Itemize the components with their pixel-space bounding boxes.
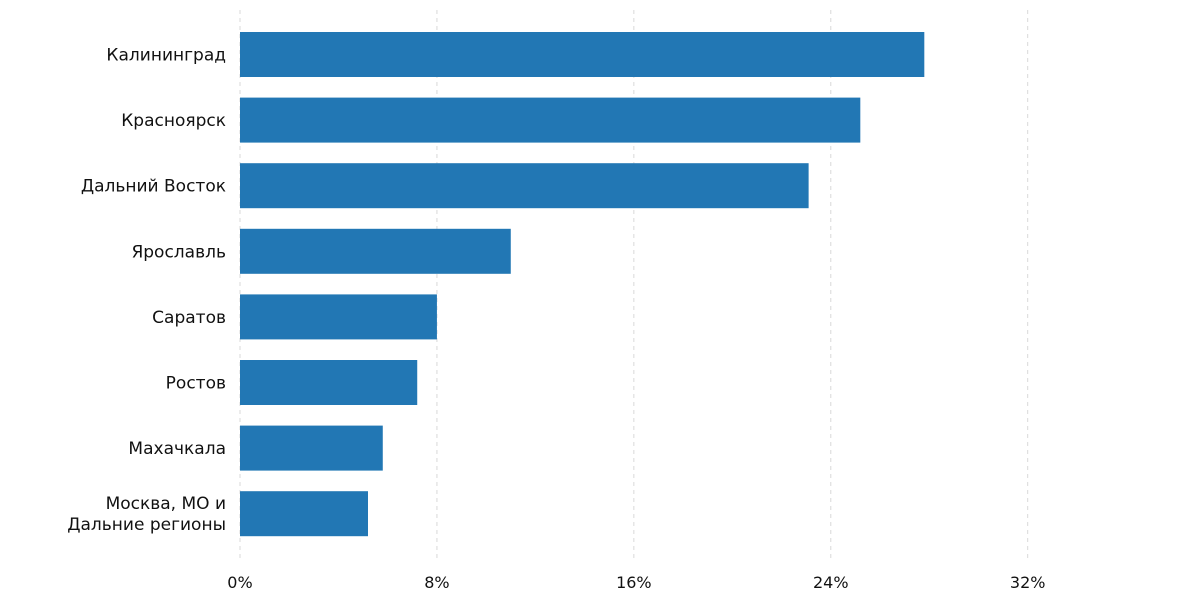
x-tick-label: 24% xyxy=(813,573,849,592)
bar xyxy=(240,360,418,405)
bar xyxy=(240,97,861,143)
grid-lines xyxy=(239,10,1029,558)
bars xyxy=(240,32,925,537)
bar xyxy=(240,425,383,471)
bar xyxy=(240,163,809,209)
bar xyxy=(240,228,511,274)
bar xyxy=(240,491,368,537)
category-label: Дальний Восток xyxy=(81,177,226,197)
x-tick-label: 32% xyxy=(1010,573,1046,592)
category-label: Ярославль xyxy=(131,242,226,262)
category-label: Махачкала xyxy=(128,439,226,459)
x-tick-label: 16% xyxy=(616,573,652,592)
category-label: Москва, МО и xyxy=(106,494,226,514)
category-label: Ростов xyxy=(166,374,226,394)
bar xyxy=(240,294,437,340)
x-tick-label: 0% xyxy=(227,573,252,592)
x-tick-label: 8% xyxy=(424,573,449,592)
category-label: Красноярск xyxy=(121,111,226,131)
x-axis-tick-labels: 0% 8% 16% 24% 32% xyxy=(227,573,1045,592)
category-labels: Калининград Красноярск Дальний Восток Яросл… xyxy=(67,46,226,536)
category-label: Дальние регионы xyxy=(67,515,226,535)
category-label: Калининград xyxy=(106,46,226,66)
category-label: Саратов xyxy=(152,308,226,328)
bar xyxy=(240,32,925,77)
